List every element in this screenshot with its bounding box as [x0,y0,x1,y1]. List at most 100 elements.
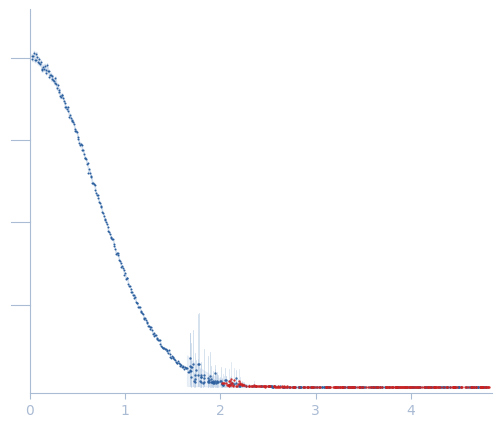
Point [299,383,307,390]
Point [322,383,330,390]
Point [427,383,435,390]
Point [242,382,249,389]
Point [281,383,289,390]
Point [326,383,333,390]
Point [93,191,101,198]
Point [105,228,113,235]
Point [371,383,379,390]
Point [259,383,267,390]
Point [197,373,205,380]
Point [383,383,391,390]
Point [61,99,69,106]
Point [141,315,149,322]
Point [370,383,378,390]
Point [225,377,233,384]
Point [158,343,166,350]
Point [307,383,315,390]
Point [439,383,447,390]
Point [468,383,476,390]
Point [124,281,132,288]
Point [151,331,159,338]
Point [35,56,43,63]
Point [436,383,444,390]
Point [208,379,216,386]
Point [483,383,491,390]
Point [255,382,263,389]
Point [347,383,355,390]
Point [450,383,458,390]
Point [325,383,333,390]
Point [332,383,340,390]
Point [93,191,101,198]
Point [376,383,384,390]
Point [71,126,79,133]
Point [185,368,193,375]
Point [177,361,185,368]
Point [180,365,188,372]
Point [381,383,389,390]
Point [72,127,80,134]
Point [338,383,346,390]
Point [187,368,195,375]
Point [309,383,317,390]
Point [307,383,315,390]
Point [382,383,390,390]
Point [261,383,269,390]
Point [431,383,439,390]
Point [349,383,357,390]
Point [39,63,47,70]
Point [50,77,58,84]
Point [296,383,304,390]
Point [266,383,274,390]
Point [296,383,304,390]
Point [157,342,165,349]
Point [409,383,417,390]
Point [173,359,181,366]
Point [235,378,243,385]
Point [300,383,308,390]
Point [355,383,363,390]
Point [266,383,274,390]
Point [140,314,148,321]
Point [119,265,127,272]
Point [472,383,480,390]
Point [421,383,429,390]
Point [217,377,225,384]
Point [225,381,233,388]
Point [355,383,363,390]
Point [468,383,476,390]
Point [122,276,130,283]
Point [200,378,208,385]
Point [150,333,158,340]
Point [388,383,396,390]
Point [409,383,416,390]
Point [425,383,433,390]
Point [62,104,70,111]
Point [420,383,428,390]
Point [411,383,418,390]
Point [405,383,413,390]
Point [271,383,279,390]
Point [450,383,458,390]
Point [79,146,86,153]
Point [165,347,173,354]
Point [371,383,379,390]
Point [418,383,426,390]
Point [339,383,347,390]
Point [404,383,412,390]
Point [131,293,139,300]
Point [147,324,155,331]
Point [28,53,36,60]
Point [170,355,178,362]
Point [265,383,273,390]
Point [454,383,462,390]
Point [265,382,273,389]
Point [187,363,195,370]
Point [389,383,397,390]
Point [450,383,458,390]
Point [176,361,184,368]
Point [442,383,450,390]
Point [85,166,93,173]
Point [353,383,361,390]
Point [107,235,115,242]
